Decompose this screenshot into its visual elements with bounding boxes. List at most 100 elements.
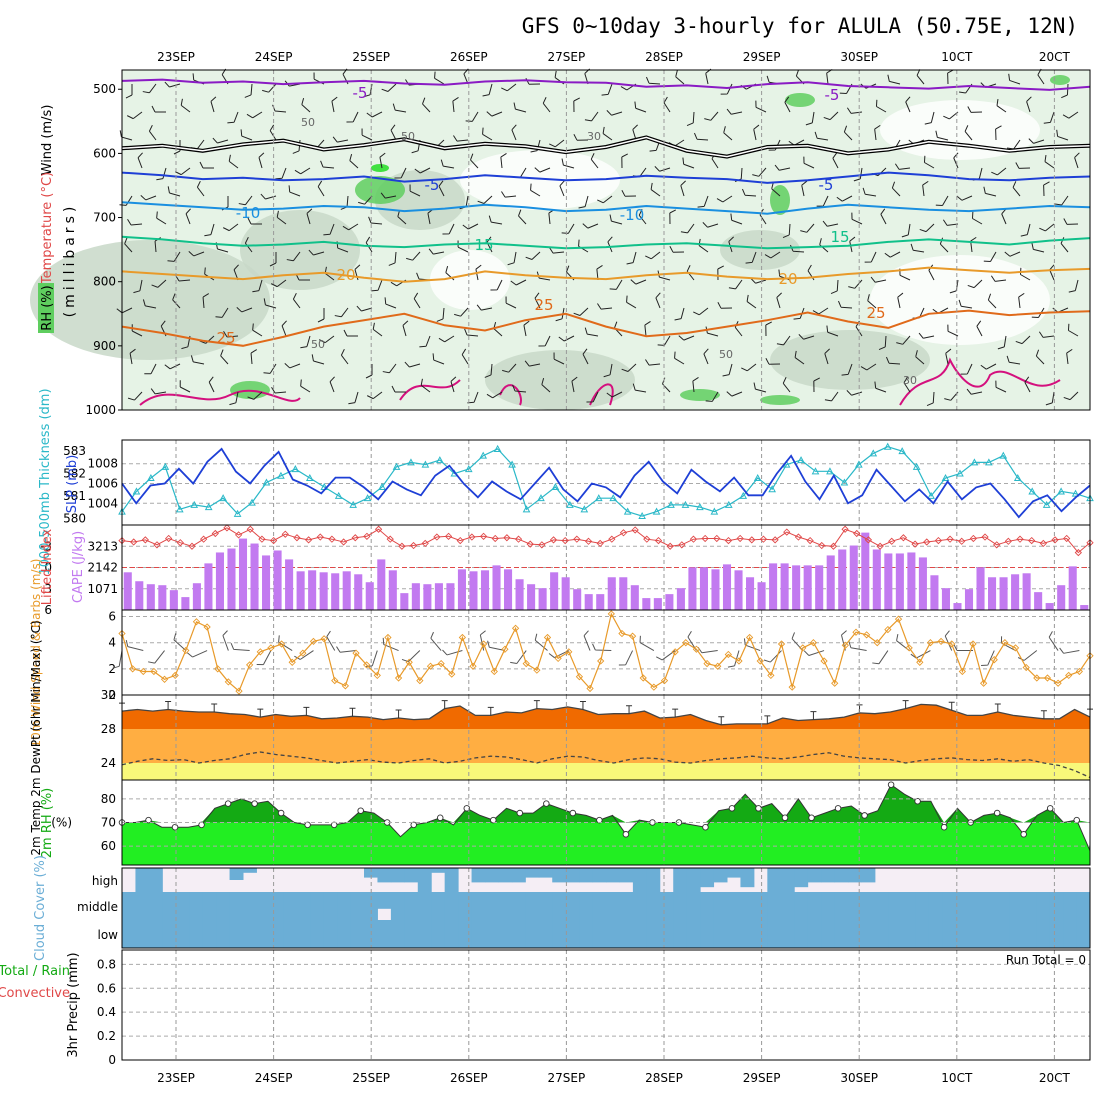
wind-barb bbox=[320, 160, 335, 169]
rh2m-unit: (%) bbox=[51, 816, 72, 830]
cape-bar bbox=[999, 577, 1008, 610]
precip-tick-label: 0.2 bbox=[97, 1029, 116, 1043]
cape-bar bbox=[1080, 605, 1089, 610]
temp-minmax-bar bbox=[626, 705, 633, 714]
cape-bar bbox=[204, 563, 213, 610]
wind-tick-label: 4 bbox=[108, 636, 116, 650]
li-tick-label: -3 bbox=[40, 539, 52, 553]
thickness-point bbox=[826, 467, 834, 475]
li-point bbox=[339, 538, 348, 546]
rh2m-point bbox=[1020, 831, 1027, 838]
li-point bbox=[969, 534, 978, 543]
cape-bar bbox=[377, 559, 386, 610]
cape-bar bbox=[1022, 573, 1031, 610]
temp-minmax-bar bbox=[672, 708, 679, 718]
cloud-low-bar bbox=[780, 920, 795, 948]
cape-bar bbox=[757, 582, 766, 610]
cape-bar bbox=[746, 577, 755, 610]
wind10m-point bbox=[1075, 667, 1083, 676]
thickness-point bbox=[508, 460, 516, 468]
bottom-date-label: 30SEP bbox=[840, 1071, 878, 1085]
thickness-point bbox=[580, 505, 589, 513]
wind10m-point bbox=[277, 640, 286, 648]
cloud-high-bar bbox=[727, 868, 741, 878]
li-point bbox=[631, 526, 639, 534]
thickness-slp-panel: 1004 1006 1008 580 581 582 583 bbox=[63, 439, 1094, 526]
rh2m-panel: 60 70 80 (%) bbox=[51, 779, 1091, 866]
wind-barb bbox=[953, 152, 959, 169]
wind-barb bbox=[342, 223, 359, 231]
cloud-low-bar bbox=[404, 920, 419, 948]
wind10m-barb bbox=[981, 650, 995, 666]
temp2m-panel: 24 28 32 bbox=[101, 688, 1093, 781]
wind-barb bbox=[482, 127, 493, 141]
wind10m-point bbox=[682, 639, 690, 647]
cloud-middle-bar bbox=[821, 892, 836, 920]
wind10m-barb bbox=[186, 650, 208, 658]
wind-barb bbox=[851, 212, 863, 225]
wind-barb bbox=[573, 307, 589, 316]
cape-bar bbox=[285, 559, 294, 610]
cloud-high-bar bbox=[404, 868, 419, 883]
wind10m-point bbox=[650, 683, 658, 691]
li-point bbox=[619, 529, 628, 537]
cloud-high-bar bbox=[229, 868, 244, 880]
wind-barb bbox=[997, 335, 1007, 350]
temp-minmax-bar bbox=[764, 715, 771, 724]
wind10m-barb bbox=[125, 640, 144, 652]
wind10m-point bbox=[607, 610, 615, 618]
cape-bar bbox=[331, 573, 340, 610]
wind-barb bbox=[942, 219, 959, 226]
wind-barb bbox=[125, 84, 133, 99]
wind10m-point bbox=[288, 658, 296, 666]
temp-minmax-bar bbox=[487, 706, 494, 716]
wind-tick-label: 2 bbox=[108, 662, 116, 676]
wind-barb bbox=[332, 136, 349, 143]
wind10m-point bbox=[916, 658, 924, 666]
cloud-high-bar bbox=[417, 868, 432, 892]
wind10m-barb bbox=[743, 638, 761, 652]
isotherm-label: 25 bbox=[216, 329, 235, 347]
cloud-middle-bar bbox=[538, 892, 553, 920]
top-date-label: 27SEP bbox=[548, 50, 586, 64]
wind-barb bbox=[1018, 292, 1025, 309]
li-ylabel: Lifted Index bbox=[40, 528, 55, 605]
bottom-date-label: 27SEP bbox=[548, 1071, 586, 1085]
cloud-low-bar bbox=[673, 920, 688, 948]
li-point bbox=[526, 540, 534, 548]
li-point bbox=[794, 533, 803, 541]
cape-bar bbox=[550, 572, 559, 610]
rh2m-point bbox=[463, 805, 471, 812]
wind-barb bbox=[874, 381, 887, 393]
cape-bar bbox=[308, 570, 317, 610]
pressure-tick-label: 800 bbox=[93, 275, 116, 289]
li-point bbox=[246, 525, 254, 533]
wind-barb bbox=[294, 167, 311, 175]
wind-barb bbox=[824, 348, 830, 365]
temp-tick-label: 24 bbox=[101, 756, 116, 770]
cloud-low-bar bbox=[592, 920, 607, 948]
wind10m-barb bbox=[791, 632, 804, 651]
thickness-point bbox=[941, 473, 950, 482]
wind-barb bbox=[488, 215, 503, 225]
li-point bbox=[689, 535, 698, 543]
wind-barb bbox=[578, 195, 589, 209]
cape-bar bbox=[861, 532, 870, 610]
wind-barb bbox=[919, 223, 935, 233]
li-point bbox=[281, 530, 289, 538]
wind-barb bbox=[404, 361, 421, 368]
wind10m-barb bbox=[592, 643, 612, 652]
wind10m-panel: 0 2 4 6 bbox=[108, 609, 1094, 702]
cloud-middle-bar bbox=[162, 892, 177, 920]
wind-barb bbox=[697, 195, 709, 208]
cloud-low-bar bbox=[834, 920, 849, 948]
cape-bar bbox=[872, 549, 881, 610]
wind10m-point bbox=[309, 637, 318, 646]
cloud-middle-bar bbox=[565, 892, 580, 920]
wind10m-point bbox=[394, 674, 403, 682]
cloud-low-bar bbox=[740, 920, 755, 948]
wind-barb bbox=[1008, 73, 1021, 85]
li-point bbox=[713, 534, 721, 543]
thickness-point bbox=[248, 498, 256, 506]
wind-barb bbox=[244, 83, 253, 98]
